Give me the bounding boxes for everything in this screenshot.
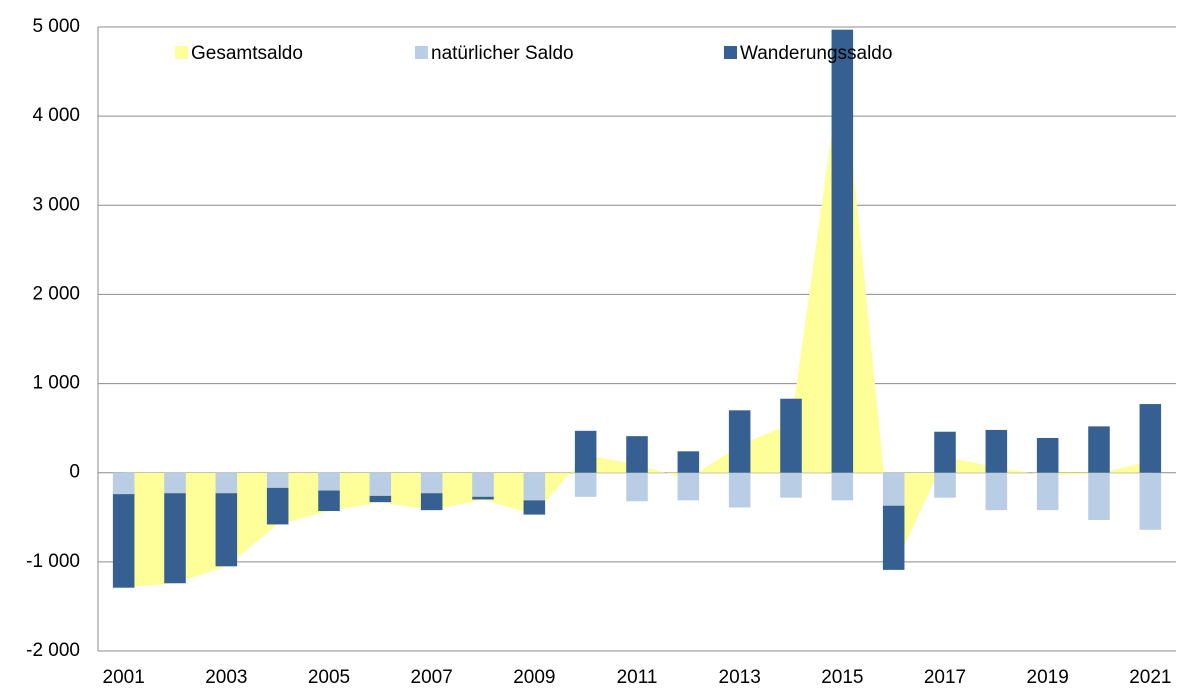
bar [780,472,802,498]
bar [215,493,238,567]
bar [728,472,751,508]
x-tick-label: 2013 [719,667,761,688]
bar [523,500,546,515]
y-tick-label: 5 000 [32,16,80,37]
legend-label: natürlicher Saldo [431,43,574,64]
bar [831,29,854,473]
x-tick-label: 2011 [617,667,658,688]
legend-swatch [724,46,737,59]
bar [112,472,135,495]
bar [574,472,597,497]
y-tick-label: 0 [69,462,80,483]
x-tick-label: 2019 [1027,667,1069,688]
bar [369,495,392,503]
bar [985,429,1008,473]
bar [831,472,854,501]
bar [420,493,443,511]
y-tick-label: 1 000 [32,373,80,394]
bar [318,472,340,491]
x-tick-label: 2021 [1129,667,1171,688]
bar [1139,404,1162,473]
bar [215,472,238,494]
y-tick-label: 3 000 [32,194,80,215]
bar [1139,472,1162,530]
x-tick-label: 2009 [513,667,555,688]
bar [1088,426,1110,473]
y-tick-label: 2 000 [32,283,80,304]
x-tick-label: 2015 [821,667,863,688]
bar [1088,472,1110,520]
bar [626,472,648,502]
bar [626,436,648,473]
bar [934,472,956,498]
legend-swatch [175,46,188,59]
bar [728,410,751,473]
legend-label: Wanderungssaldo [740,43,892,64]
legend-swatch [415,46,428,59]
bar [677,472,700,501]
bar [780,398,802,473]
x-tick-label: 2003 [205,667,247,688]
bar [472,472,494,497]
bar [1036,472,1059,511]
x-tick-label: 2005 [308,667,350,688]
y-tick-label: -2 000 [26,640,80,661]
legend-label: Gesamtsaldo [191,43,303,64]
x-tick-label: 2007 [411,667,453,688]
bar [677,451,700,473]
bar [1036,437,1059,473]
y-tick-label: -1 000 [26,551,80,572]
x-tick-label: 2017 [924,667,966,688]
bar [164,493,186,584]
bar [420,472,443,494]
bar [369,472,392,496]
x-tick-label: 2001 [103,667,145,688]
bar [266,487,289,525]
bar [523,472,546,501]
bar [112,494,135,588]
bar [985,472,1008,511]
bar [318,490,340,512]
bar [934,431,956,473]
bar [164,472,186,494]
bar [472,496,494,500]
bar [882,472,905,506]
y-tick-label: 4 000 [32,105,80,126]
bar [574,430,597,473]
bar [882,505,905,570]
bar [266,472,289,488]
